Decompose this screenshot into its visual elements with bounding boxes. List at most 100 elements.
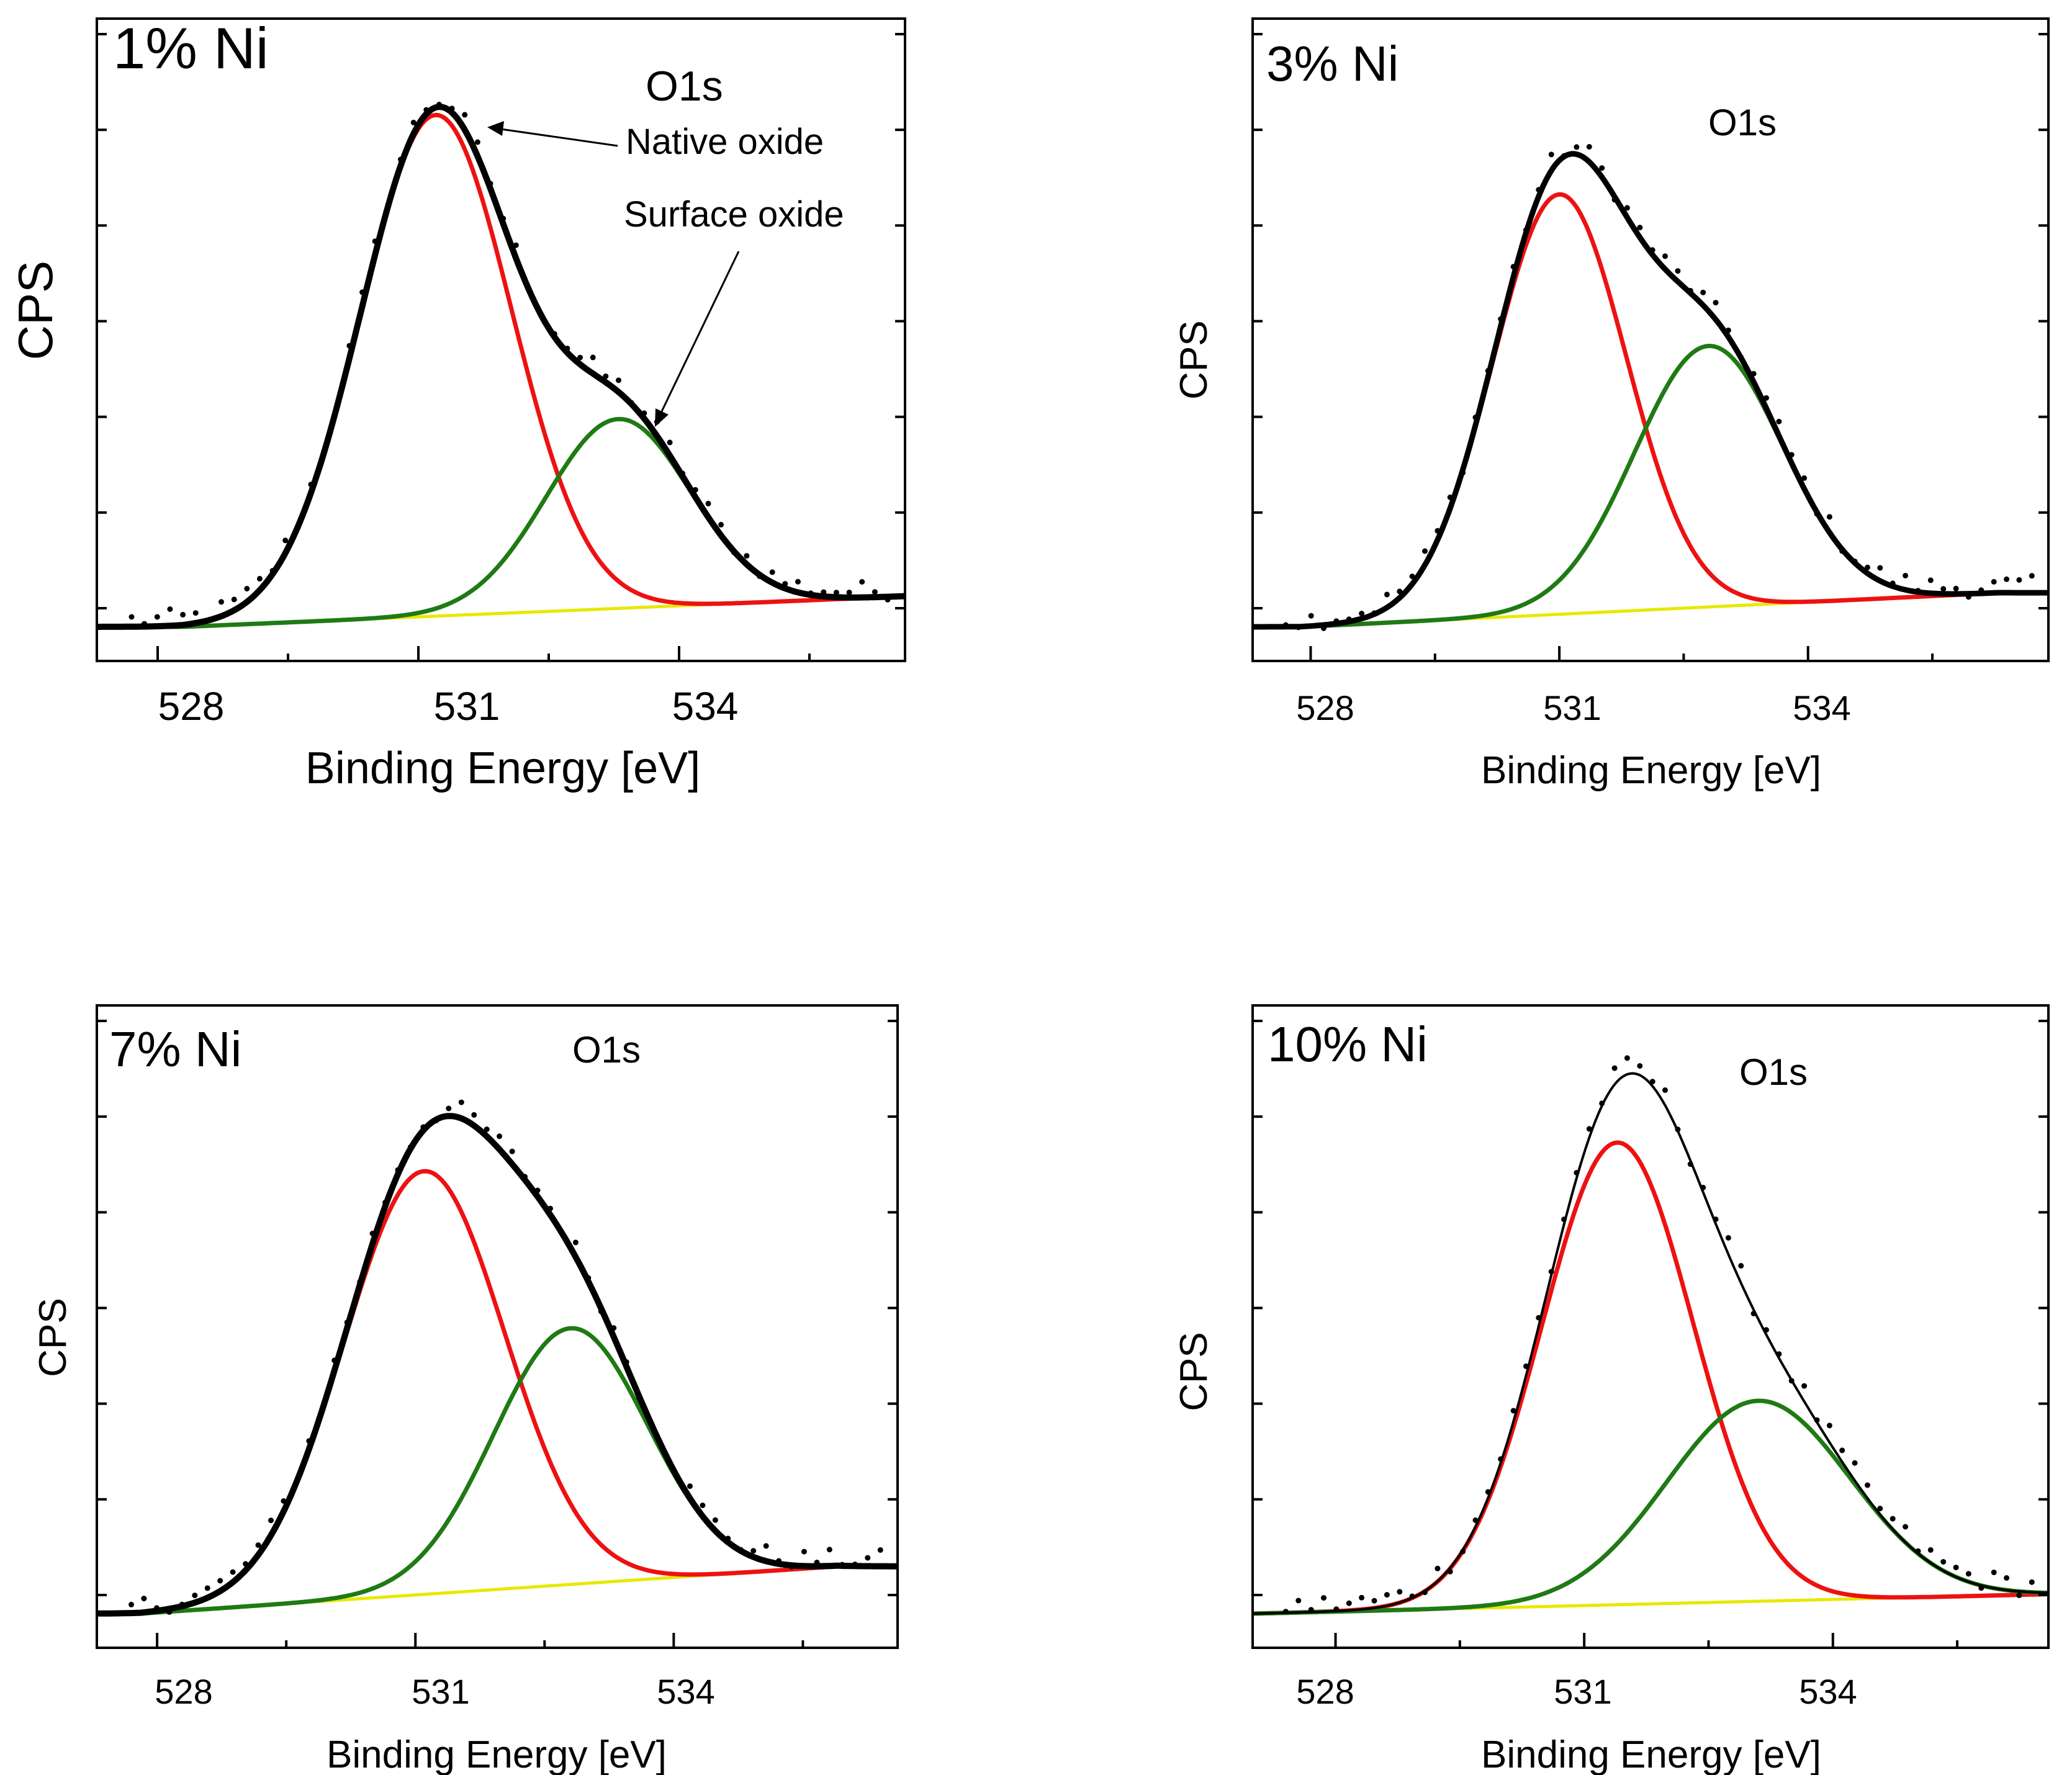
data-point: [680, 470, 686, 477]
axis-ticks: [97, 1020, 898, 1648]
data-point: [814, 1560, 820, 1565]
data-point: [497, 1133, 503, 1139]
data-point: [1700, 289, 1706, 295]
data-point: [1586, 1126, 1592, 1132]
data-point: [628, 400, 634, 406]
data-point: [1991, 578, 1997, 585]
data-point: [1865, 564, 1870, 570]
data-point: [1700, 1185, 1706, 1190]
data-point: [1953, 585, 1959, 591]
plot-frame: [96, 1004, 899, 1649]
panel-curves: [1253, 144, 2048, 631]
data-point: [449, 106, 455, 112]
panel-label: 7% Ni: [109, 1022, 241, 1077]
data-point: [1675, 1126, 1681, 1133]
data-point: [757, 573, 763, 579]
data-point: [1675, 268, 1681, 274]
native-oxide-peak: [1253, 192, 2048, 629]
data-point: [385, 205, 391, 211]
data-point: [1574, 1170, 1580, 1176]
data-point: [2016, 1593, 2022, 1598]
data-point: [1333, 618, 1340, 624]
data-point: [333, 404, 340, 410]
data-point: [1308, 1607, 1314, 1613]
data-point: [244, 586, 250, 591]
data-point: [846, 590, 852, 596]
data-point: [167, 606, 173, 612]
data-point: [801, 1548, 807, 1555]
data-point: [308, 482, 314, 488]
panel-label: 10% Ni: [1268, 1017, 1428, 1072]
data-point: [1649, 1079, 1655, 1085]
data-point: [1839, 548, 1845, 554]
data-point: [788, 1564, 795, 1570]
x-axis-label: Binding Energy [eV]: [1481, 749, 1821, 792]
data-point: [1738, 1263, 1744, 1269]
data-point: [1826, 514, 1832, 520]
data-point: [744, 553, 750, 559]
panel-curves: [1252, 1055, 2049, 1616]
data-point: [1927, 577, 1934, 583]
data-point: [408, 1144, 413, 1150]
data-point: [1523, 1363, 1529, 1369]
data-point: [1713, 300, 1719, 306]
axis-ticks: [97, 33, 905, 661]
data-point: [398, 156, 403, 163]
plot-frame: [1251, 1004, 2050, 1649]
data-point: [1890, 1516, 1896, 1522]
data-point: [256, 575, 263, 582]
data-point: [1536, 1314, 1542, 1321]
data-point: [474, 139, 480, 145]
x-tick-label-534: 534: [657, 1672, 714, 1711]
y-axis-label: CPS: [8, 261, 63, 360]
data-point: [204, 1585, 210, 1591]
peak-label: O1s: [572, 1029, 641, 1071]
data-point: [359, 289, 366, 295]
data-point: [1548, 1269, 1554, 1275]
data-point: [1814, 511, 1820, 517]
axis-ticks: [1253, 33, 2048, 661]
data-point: [885, 596, 891, 603]
data-point: [1991, 1570, 1997, 1575]
data-point: [718, 521, 724, 528]
data-point: [318, 1408, 325, 1414]
fit-envelope: [97, 104, 906, 630]
data-point: [2004, 576, 2010, 582]
data-point: [1637, 1063, 1643, 1069]
data-point: [1801, 1383, 1808, 1389]
data-point: [509, 1148, 515, 1154]
y-axis-label: CPS: [1173, 1332, 1215, 1411]
data-point: [821, 589, 827, 595]
data-point: [1460, 470, 1466, 476]
x-tick-label-528: 528: [158, 684, 225, 729]
data-point: [1940, 586, 1947, 592]
data-point: [1852, 1460, 1858, 1466]
data-point: [500, 215, 507, 222]
data-point: [484, 1126, 490, 1133]
data-point: [577, 354, 583, 361]
data-point: [1409, 573, 1415, 580]
data-point: [692, 487, 698, 493]
data-point: [395, 1167, 401, 1173]
data-point: [218, 599, 224, 605]
native-oxide-peak: [97, 1169, 898, 1616]
data-point: [1435, 1565, 1441, 1571]
data-point: [269, 568, 276, 574]
panel-curves: [97, 101, 906, 630]
data-point: [1915, 588, 1921, 594]
data-point: [1776, 418, 1782, 425]
x-tick-label-528: 528: [1296, 688, 1354, 727]
surface-oxide-peak: [1252, 1398, 2049, 1616]
data-point: [737, 1547, 744, 1553]
data-point: [1485, 367, 1491, 374]
data-point: [865, 1555, 871, 1561]
peak-label: O1s: [1739, 1051, 1808, 1093]
data-point: [1725, 327, 1731, 333]
data-point: [1346, 1600, 1352, 1606]
data-point: [192, 1593, 198, 1599]
data-point: [2029, 573, 2035, 579]
data-point: [877, 1547, 883, 1553]
annotation-surface-oxide: Surface oxide: [624, 194, 844, 235]
surface-oxide-peak: [97, 416, 906, 629]
native-oxide-peak: [97, 112, 906, 629]
